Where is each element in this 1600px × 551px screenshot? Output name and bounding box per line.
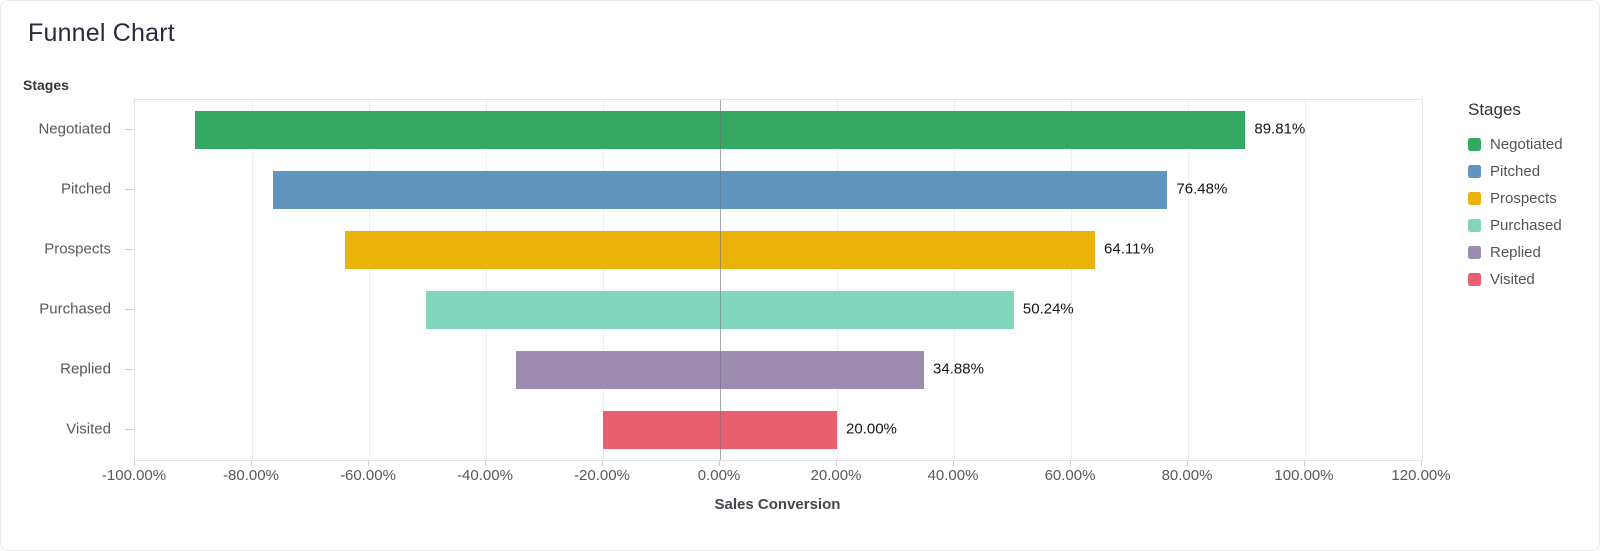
x-axis-tick xyxy=(836,460,837,466)
y-axis-tick xyxy=(125,189,133,190)
x-axis-tick xyxy=(953,460,954,466)
x-axis-tick-label: -60.00% xyxy=(340,467,396,484)
x-axis-tick xyxy=(251,460,252,466)
y-axis-label-pitched: Pitched xyxy=(60,180,111,198)
legend-swatch xyxy=(1468,219,1481,232)
x-axis-tick-label: -80.00% xyxy=(223,467,279,484)
x-axis-tick-label: 60.00% xyxy=(1044,467,1096,484)
x-axis-tick-label: 0.00% xyxy=(697,467,741,484)
x-axis-tick xyxy=(1070,460,1071,466)
x-axis-tick xyxy=(1304,460,1305,466)
x-axis-tick xyxy=(1187,460,1188,466)
legend-swatch xyxy=(1468,246,1481,259)
legend: Stages Negotiated Pitched Prospects Purchas… xyxy=(1468,100,1563,288)
legend-item-replied[interactable]: Replied xyxy=(1468,244,1563,261)
x-axis-tick xyxy=(1421,460,1422,466)
y-axis-tick xyxy=(125,129,133,130)
funnel-bar-purchased[interactable] xyxy=(426,291,1014,329)
x-axis-tick-label: -40.00% xyxy=(457,467,513,484)
bar-value-label: 64.11% xyxy=(1104,240,1154,258)
legend-item-visited[interactable]: Visited xyxy=(1468,271,1563,288)
funnel-bar-prospects[interactable] xyxy=(344,231,1096,269)
chart-title: Funnel Chart xyxy=(28,19,175,47)
legend-item-label: Purchased xyxy=(1490,217,1562,234)
legend-item-purchased[interactable]: Purchased xyxy=(1468,217,1563,234)
funnel-bar-replied[interactable] xyxy=(515,351,925,389)
x-axis-tick-label: -100.00% xyxy=(101,467,167,484)
y-axis-tick xyxy=(125,369,133,370)
y-axis-tick xyxy=(125,309,133,310)
legend-item-label: Visited xyxy=(1490,271,1535,288)
legend-items: Negotiated Pitched Prospects Purchased Repli… xyxy=(1468,136,1563,288)
legend-swatch xyxy=(1468,138,1481,151)
bar-value-label: 89.81% xyxy=(1254,120,1306,138)
x-axis-tick xyxy=(485,460,486,466)
gridline-x-80 xyxy=(1188,100,1189,460)
legend-item-pitched[interactable]: Pitched xyxy=(1468,163,1563,180)
gridline-x--80 xyxy=(252,100,253,460)
funnel-bar-pitched[interactable] xyxy=(272,171,1168,209)
bar-value-label: 34.88% xyxy=(933,360,984,378)
x-axis-tick-label: 40.00% xyxy=(927,467,979,484)
bar-value-label: 76.48% xyxy=(1176,180,1228,198)
legend-swatch xyxy=(1468,192,1481,205)
gridline-x-20 xyxy=(837,100,838,460)
x-axis-tick-label: 100.00% xyxy=(1274,467,1334,484)
gridline-x-60 xyxy=(1071,100,1072,460)
legend-item-label: Negotiated xyxy=(1490,136,1563,153)
x-axis-tick-label: 120.00% xyxy=(1391,467,1451,484)
legend-swatch xyxy=(1468,165,1481,178)
zero-axis-line xyxy=(720,100,721,460)
legend-swatch xyxy=(1468,273,1481,286)
gridline-x--60 xyxy=(369,100,370,460)
x-axis-tick-label: -20.00% xyxy=(574,467,630,484)
y-axis-label-purchased: Purchased xyxy=(39,300,111,318)
gridline-x-40 xyxy=(954,100,955,460)
gridline-x--40 xyxy=(486,100,487,460)
y-axis-label-prospects: Prospects xyxy=(44,240,111,258)
x-axis-tick xyxy=(602,460,603,466)
plot-area xyxy=(134,99,1423,461)
x-axis-tick-label: 20.00% xyxy=(810,467,862,484)
bar-value-label: 20.00% xyxy=(846,420,897,438)
y-axis-label-visited: Visited xyxy=(66,420,111,438)
y-axis-title: Stages xyxy=(23,77,69,93)
y-axis-tick xyxy=(125,429,133,430)
x-axis-title: Sales Conversion xyxy=(714,496,841,513)
legend-item-negotiated[interactable]: Negotiated xyxy=(1468,136,1563,153)
legend-item-prospects[interactable]: Prospects xyxy=(1468,190,1563,207)
y-axis-tick xyxy=(125,249,133,250)
y-axis-label-replied: Replied xyxy=(60,360,111,378)
funnel-bar-negotiated[interactable] xyxy=(194,111,1246,149)
x-axis-tick-label: 80.00% xyxy=(1161,467,1213,484)
bar-value-label: 50.24% xyxy=(1022,300,1074,318)
legend-item-label: Pitched xyxy=(1490,163,1541,180)
legend-item-label: Replied xyxy=(1490,244,1541,261)
x-axis-tick xyxy=(134,460,135,466)
x-axis-tick xyxy=(368,460,369,466)
x-axis-tick xyxy=(719,460,720,466)
y-axis-label-negotiated: Negotiated xyxy=(38,120,111,138)
legend-item-label: Prospects xyxy=(1490,190,1557,207)
gridline-x--20 xyxy=(603,100,604,460)
legend-title: Stages xyxy=(1468,100,1521,119)
gridline-x-100 xyxy=(1305,100,1306,460)
